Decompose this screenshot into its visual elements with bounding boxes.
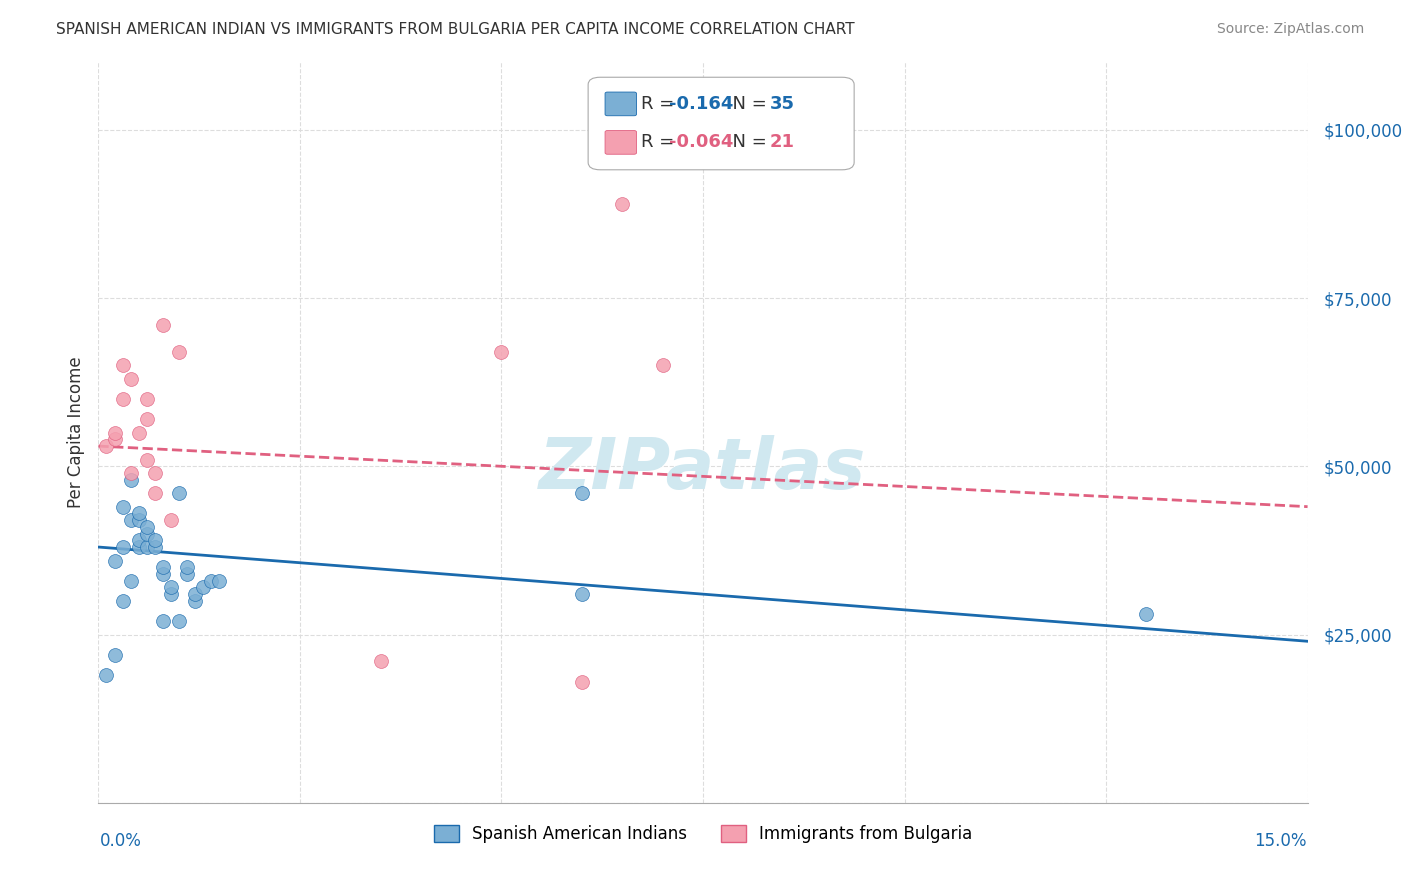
Point [184, 587, 207, 601]
FancyBboxPatch shape [588, 78, 855, 169]
Point [135, 540, 157, 554]
Text: N =: N = [721, 134, 773, 152]
Point [103, 433, 125, 447]
Text: -0.064: -0.064 [669, 134, 734, 152]
Point [143, 540, 166, 554]
Point [111, 392, 134, 406]
Point [176, 560, 198, 574]
Point [184, 594, 207, 608]
Point [135, 392, 157, 406]
Point [135, 452, 157, 467]
Point [128, 540, 150, 554]
Point [128, 513, 150, 527]
Text: SPANISH AMERICAN INDIAN VS IMMIGRANTS FROM BULGARIA PER CAPITA INCOME CORRELATIO: SPANISH AMERICAN INDIAN VS IMMIGRANTS FR… [56, 22, 855, 37]
Point [167, 614, 190, 628]
Point [193, 581, 215, 595]
Point [128, 425, 150, 440]
Point [160, 581, 183, 595]
Point [103, 553, 125, 567]
Point [128, 507, 150, 521]
Point [96, 439, 118, 453]
Point [1135, 607, 1157, 622]
Point [491, 344, 513, 359]
Point [120, 473, 142, 487]
Text: 21: 21 [769, 134, 794, 152]
Text: R =: R = [641, 134, 681, 152]
Point [571, 587, 593, 601]
Text: ZIPatlas: ZIPatlas [540, 435, 866, 504]
Point [200, 574, 222, 588]
Text: Source: ZipAtlas.com: Source: ZipAtlas.com [1216, 22, 1364, 37]
Point [152, 560, 174, 574]
Point [120, 372, 142, 386]
Text: 0.0%: 0.0% [100, 832, 142, 850]
Text: N =: N = [721, 95, 773, 113]
FancyBboxPatch shape [605, 130, 637, 154]
Point [176, 566, 198, 581]
Point [96, 668, 118, 682]
Point [135, 520, 157, 534]
Point [651, 359, 673, 373]
Text: -0.164: -0.164 [669, 95, 734, 113]
Point [152, 614, 174, 628]
Point [111, 500, 134, 514]
Point [143, 466, 166, 480]
Point [167, 486, 190, 500]
Text: 35: 35 [769, 95, 794, 113]
Y-axis label: Per Capita Income: Per Capita Income [66, 357, 84, 508]
Text: R =: R = [641, 95, 681, 113]
Point [370, 655, 392, 669]
Point [135, 526, 157, 541]
Point [167, 344, 190, 359]
Point [143, 533, 166, 548]
Point [571, 674, 593, 689]
Point [135, 412, 157, 426]
Point [120, 466, 142, 480]
Text: 15.0%: 15.0% [1254, 832, 1306, 850]
Point [160, 513, 183, 527]
Point [143, 486, 166, 500]
Point [103, 425, 125, 440]
Point [612, 196, 634, 211]
FancyBboxPatch shape [605, 92, 637, 116]
Point [160, 587, 183, 601]
Point [571, 486, 593, 500]
Point [111, 540, 134, 554]
Point [103, 648, 125, 662]
Point [208, 574, 231, 588]
Point [120, 513, 142, 527]
Point [152, 566, 174, 581]
Legend: Spanish American Indians, Immigrants from Bulgaria: Spanish American Indians, Immigrants fro… [427, 819, 979, 850]
Point [111, 594, 134, 608]
Point [152, 318, 174, 332]
Point [111, 359, 134, 373]
Point [128, 533, 150, 548]
Point [120, 574, 142, 588]
